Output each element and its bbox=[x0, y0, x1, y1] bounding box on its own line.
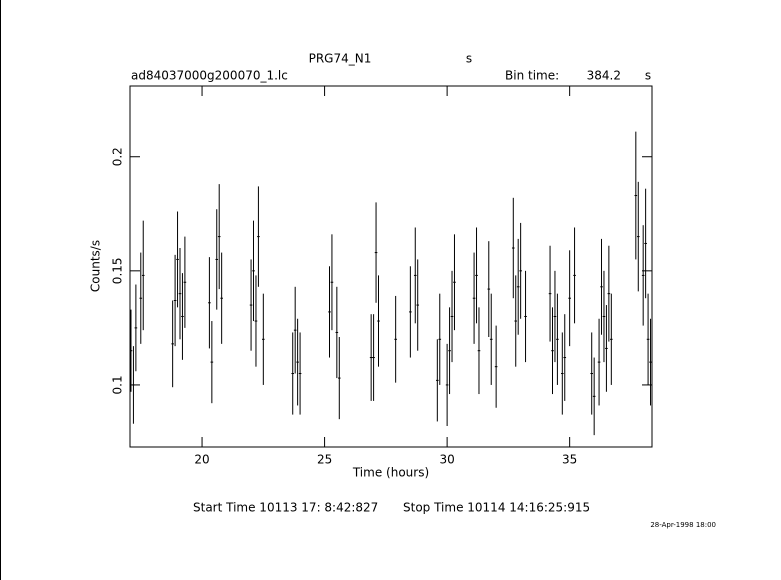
title-unit: s bbox=[466, 52, 472, 66]
x-axis-label: Time (hours) bbox=[352, 466, 429, 480]
y-tick-label: 0.2 bbox=[111, 147, 125, 166]
y-tick-label: 0.1 bbox=[111, 375, 125, 394]
start-time: Start Time 10113 17: 8:42:827 bbox=[193, 501, 378, 515]
bin-time: 384.2 bbox=[587, 69, 621, 83]
y-axis-label: Counts/s bbox=[89, 240, 103, 292]
plot-date: 28-Apr-1998 18:00 bbox=[650, 521, 716, 529]
chart-title: PRG74_N1 bbox=[309, 52, 372, 66]
stop-time: Stop Time 10114 14:16:25:915 bbox=[403, 501, 590, 515]
x-tick-label: 30 bbox=[439, 453, 454, 467]
file-name: ad84037000g200070_1.lc bbox=[131, 69, 288, 83]
x-tick-label: 20 bbox=[194, 453, 209, 467]
plot-frame bbox=[129, 85, 653, 448]
x-tick-label: 25 bbox=[317, 453, 332, 467]
bin-time-label: Bin time: bbox=[505, 69, 559, 83]
x-tick-label: 35 bbox=[562, 453, 577, 467]
y-tick-label: 0.15 bbox=[111, 257, 125, 284]
bin-time-unit: s bbox=[645, 69, 651, 83]
